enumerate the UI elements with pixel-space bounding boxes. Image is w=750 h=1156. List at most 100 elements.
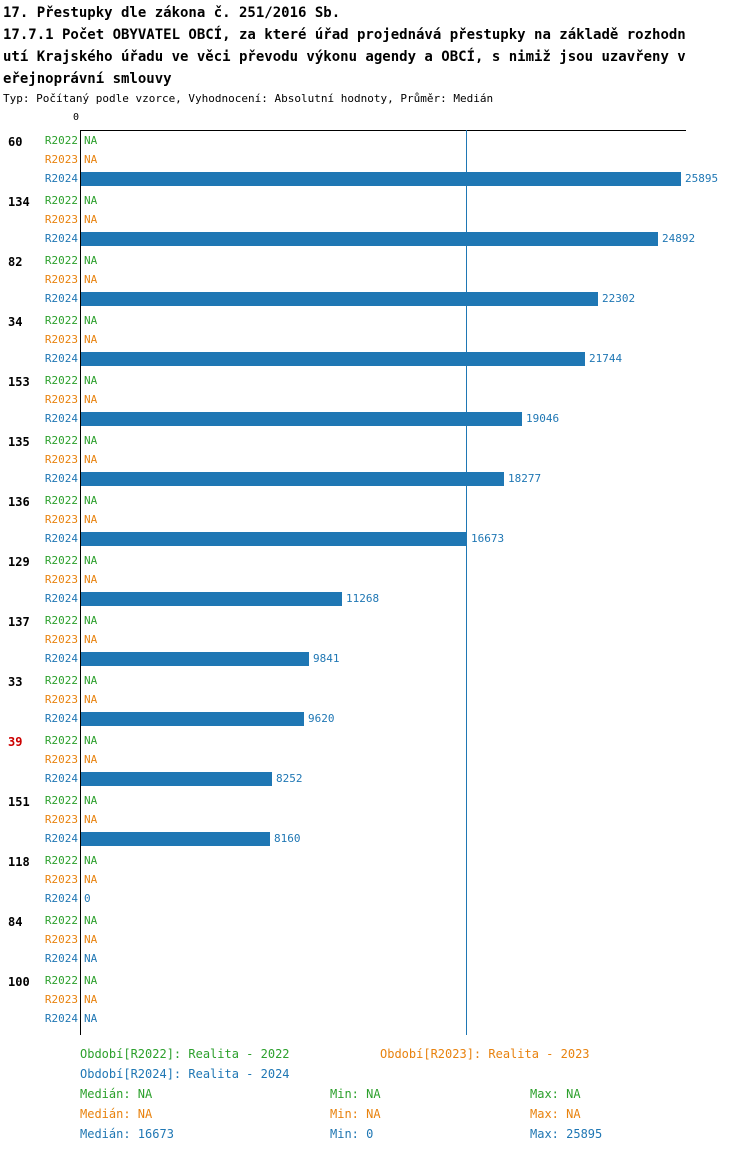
series-label-r2024: R2024 — [44, 712, 78, 725]
x-axis-line — [80, 130, 686, 131]
series-label-r2022: R2022 — [44, 614, 78, 627]
bar-r2024 — [81, 532, 467, 546]
series-label-r2022: R2022 — [44, 794, 78, 807]
value-r2023: NA — [84, 273, 98, 286]
bar-r2024 — [81, 592, 342, 606]
series-label-r2023: R2023 — [44, 333, 78, 346]
bar-r2024 — [81, 472, 504, 486]
legend-r2022: Období[R2022]: Realita - 2022 — [80, 1047, 290, 1061]
series-label-r2023: R2023 — [44, 273, 78, 286]
title-line-2: 17.7.1 Počet OBYVATEL OBCÍ, za které úřa… — [3, 27, 686, 43]
value-r2023: NA — [84, 333, 98, 346]
stat-r2022-median: Medián: NA — [80, 1087, 153, 1101]
value-r2023: NA — [84, 873, 98, 886]
bar-value: 25895 — [685, 172, 719, 185]
series-label-r2022: R2022 — [44, 374, 78, 387]
series-label-r2023: R2023 — [44, 813, 78, 826]
bar-value: 22302 — [602, 292, 636, 305]
value-r2022: NA — [84, 494, 98, 507]
series-label-r2024: R2024 — [44, 592, 78, 605]
chart-meta-line: Typ: Počítaný podle vzorce, Vyhodnocení:… — [3, 92, 494, 105]
bar-value: 11268 — [346, 592, 380, 605]
bar-r2024 — [81, 352, 585, 366]
stat-r2024-min: Min: 0 — [330, 1127, 374, 1141]
series-label-r2024: R2024 — [44, 472, 78, 485]
value-r2022: NA — [84, 554, 98, 567]
series-label-r2023: R2023 — [44, 693, 78, 706]
bar-r2024 — [81, 172, 681, 186]
series-label-r2024: R2024 — [44, 1012, 78, 1025]
median-gridline — [466, 130, 467, 1035]
group-label-137: 137 — [8, 615, 30, 629]
series-label-r2023: R2023 — [44, 933, 78, 946]
bar-r2024 — [81, 652, 309, 666]
series-label-r2024: R2024 — [44, 232, 78, 245]
series-label-r2022: R2022 — [44, 854, 78, 867]
series-label-r2024: R2024 — [44, 412, 78, 425]
series-label-r2023: R2023 — [44, 753, 78, 766]
series-label-r2022: R2022 — [44, 194, 78, 207]
series-label-r2023: R2023 — [44, 633, 78, 646]
series-label-r2024: R2024 — [44, 772, 78, 785]
series-label-r2023: R2023 — [44, 153, 78, 166]
stat-r2024-median: Medián: 16673 — [80, 1127, 174, 1141]
series-label-r2022: R2022 — [44, 494, 78, 507]
value-r2023: NA — [84, 813, 98, 826]
series-label-r2024: R2024 — [44, 532, 78, 545]
value-r2022: NA — [84, 614, 98, 627]
series-label-r2022: R2022 — [44, 974, 78, 987]
group-label-100: 100 — [8, 975, 30, 989]
bar-value: 9841 — [313, 652, 340, 665]
stat-r2023-max: Max: NA — [530, 1107, 581, 1121]
title-line-1: 17. Přestupky dle zákona č. 251/2016 Sb. — [3, 5, 341, 21]
value-r2023: NA — [84, 393, 98, 406]
value-r2023: NA — [84, 993, 98, 1006]
series-label-r2022: R2022 — [44, 914, 78, 927]
series-label-r2024: R2024 — [44, 832, 78, 845]
bar-r2024 — [81, 232, 658, 246]
legend-r2023: Období[R2023]: Realita - 2023 — [380, 1047, 590, 1061]
group-label-136: 136 — [8, 495, 30, 509]
stat-r2024-max: Max: 25895 — [530, 1127, 603, 1141]
value-r2022: NA — [84, 974, 98, 987]
value-r2023: NA — [84, 513, 98, 526]
value-r2023: NA — [84, 633, 98, 646]
value-r2024: 0 — [84, 892, 91, 905]
value-r2023: NA — [84, 933, 98, 946]
bar-r2024 — [81, 412, 522, 426]
group-label-60: 60 — [8, 135, 23, 149]
bar-value: 18277 — [508, 472, 542, 485]
value-r2023: NA — [84, 573, 98, 586]
value-r2022: NA — [84, 374, 98, 387]
group-label-84: 84 — [8, 915, 23, 929]
series-label-r2023: R2023 — [44, 453, 78, 466]
series-label-r2024: R2024 — [44, 892, 78, 905]
x-axis-zero-tick: 0 — [73, 112, 80, 123]
value-r2022: NA — [84, 734, 98, 747]
series-label-r2023: R2023 — [44, 213, 78, 226]
chart-header: 17. Přestupky dle zákona č. 251/2016 Sb.… — [3, 2, 750, 106]
bar-value: 8160 — [274, 832, 301, 845]
value-r2023: NA — [84, 693, 98, 706]
series-label-r2023: R2023 — [44, 873, 78, 886]
group-label-151: 151 — [8, 795, 30, 809]
group-label-129: 129 — [8, 555, 30, 569]
stat-r2023-median: Medián: NA — [80, 1107, 153, 1121]
bar-value: 16673 — [471, 532, 505, 545]
group-label-153: 153 — [8, 375, 30, 389]
value-r2022: NA — [84, 914, 98, 927]
group-label-34: 34 — [8, 315, 23, 329]
value-r2023: NA — [84, 153, 98, 166]
group-label-39: 39 — [8, 735, 23, 749]
bar-value: 8252 — [276, 772, 303, 785]
series-label-r2024: R2024 — [44, 652, 78, 665]
series-label-r2022: R2022 — [44, 554, 78, 567]
group-label-135: 135 — [8, 435, 30, 449]
bar-r2024 — [81, 772, 272, 786]
series-label-r2024: R2024 — [44, 172, 78, 185]
value-r2023: NA — [84, 453, 98, 466]
bar-value: 21744 — [589, 352, 623, 365]
value-r2022: NA — [84, 134, 98, 147]
value-r2022: NA — [84, 434, 98, 447]
